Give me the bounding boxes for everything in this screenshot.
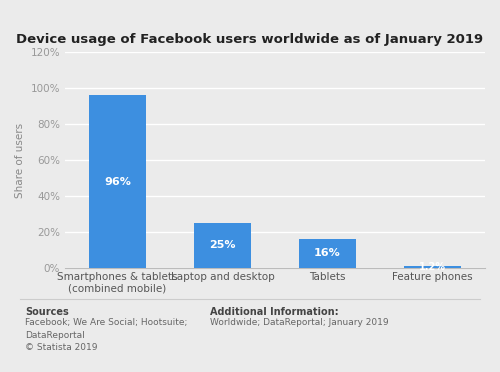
- Text: 16%: 16%: [314, 248, 341, 259]
- Bar: [194, 223, 252, 268]
- Text: 25%: 25%: [209, 240, 236, 250]
- Text: Device usage of Facebook users worldwide as of January 2019: Device usage of Facebook users worldwide…: [16, 33, 483, 45]
- Bar: [88, 95, 146, 268]
- Text: 1.2%: 1.2%: [419, 262, 446, 272]
- Text: Additional Information:: Additional Information:: [210, 307, 338, 317]
- Text: Worldwide; DataReportal; January 2019: Worldwide; DataReportal; January 2019: [210, 318, 388, 327]
- Bar: [298, 239, 356, 268]
- Y-axis label: Share of users: Share of users: [15, 122, 25, 198]
- Text: Sources: Sources: [25, 307, 69, 317]
- Bar: [404, 266, 462, 268]
- Text: 96%: 96%: [104, 177, 131, 186]
- Text: Facebook; We Are Social; Hootsuite;
DataReportal
© Statista 2019: Facebook; We Are Social; Hootsuite; Data…: [25, 318, 188, 352]
